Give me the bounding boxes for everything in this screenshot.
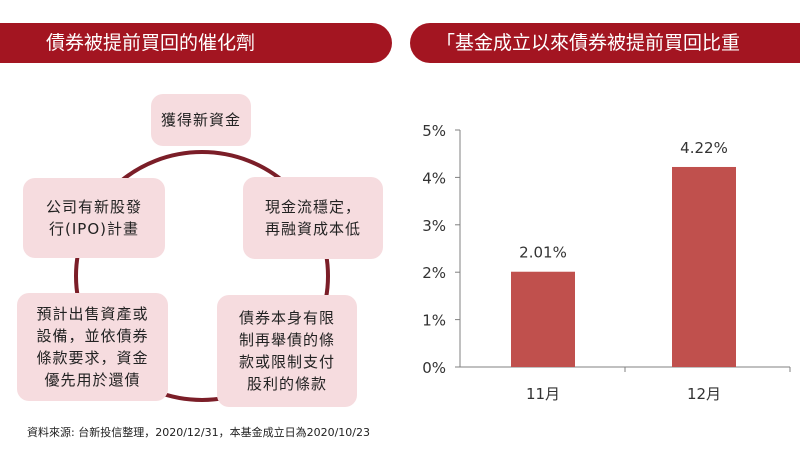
bar — [511, 271, 575, 367]
cycle-ring-circle — [74, 150, 330, 402]
y-tick-label: 0% — [422, 359, 446, 377]
cycle-node-label: 預計出售資產或 設備，並依債券 條款要求，資金 優先用於還債 — [36, 305, 149, 389]
y-tick-label: 1% — [422, 312, 446, 330]
bar — [672, 166, 736, 367]
data-label: 2.01% — [519, 244, 567, 262]
right-title-banner: 「基金成立以來債券被提前買回比重 — [410, 23, 800, 63]
x-tick-label: 12月 — [687, 385, 721, 403]
chart-title: 「基金成立以來債券被提前買回比重 — [436, 32, 741, 54]
y-tick-label: 3% — [422, 217, 446, 235]
y-tick-label: 2% — [422, 264, 446, 282]
cycle-node-label: 公司有新股發 行(IPO)計畫 — [45, 198, 142, 238]
cycle-ring — [74, 150, 330, 402]
cycle-node-label: 債券本身有限 制再舉債的條 款或限制支付 股利的條款 — [238, 309, 335, 393]
x-tick-label: 11月 — [526, 385, 560, 403]
cycle-node-covenant-limits: 債券本身有限 制再舉債的條 款或限制支付 股利的條款 — [217, 295, 357, 407]
left-title: 債券被提前買回的催化劑 — [46, 32, 256, 54]
cycle-node-label: 獲得新資金 — [160, 111, 241, 129]
source-footnote: 資料來源: 台新投信整理，2020/12/31，本基金成立日為2020/10/2… — [27, 426, 371, 439]
y-tick-label: 5% — [422, 122, 446, 140]
y-tick-label: 4% — [422, 169, 446, 187]
data-label: 4.22% — [680, 139, 728, 157]
cycle-node-label: 現金流穩定， 再融資成本低 — [264, 198, 361, 238]
cycle-node-asset-sale: 預計出售資產或 設備，並依債券 條款要求，資金 優先用於還債 — [17, 293, 168, 401]
cycle-node-stable-cashflow: 現金流穩定， 再融資成本低 — [243, 177, 383, 259]
left-title-banner: 債券被提前買回的催化劑 — [0, 23, 392, 63]
cycle-node-ipo-plan: 公司有新股發 行(IPO)計畫 — [23, 178, 165, 258]
cycle-node-new-funds: 獲得新資金 — [151, 94, 251, 146]
